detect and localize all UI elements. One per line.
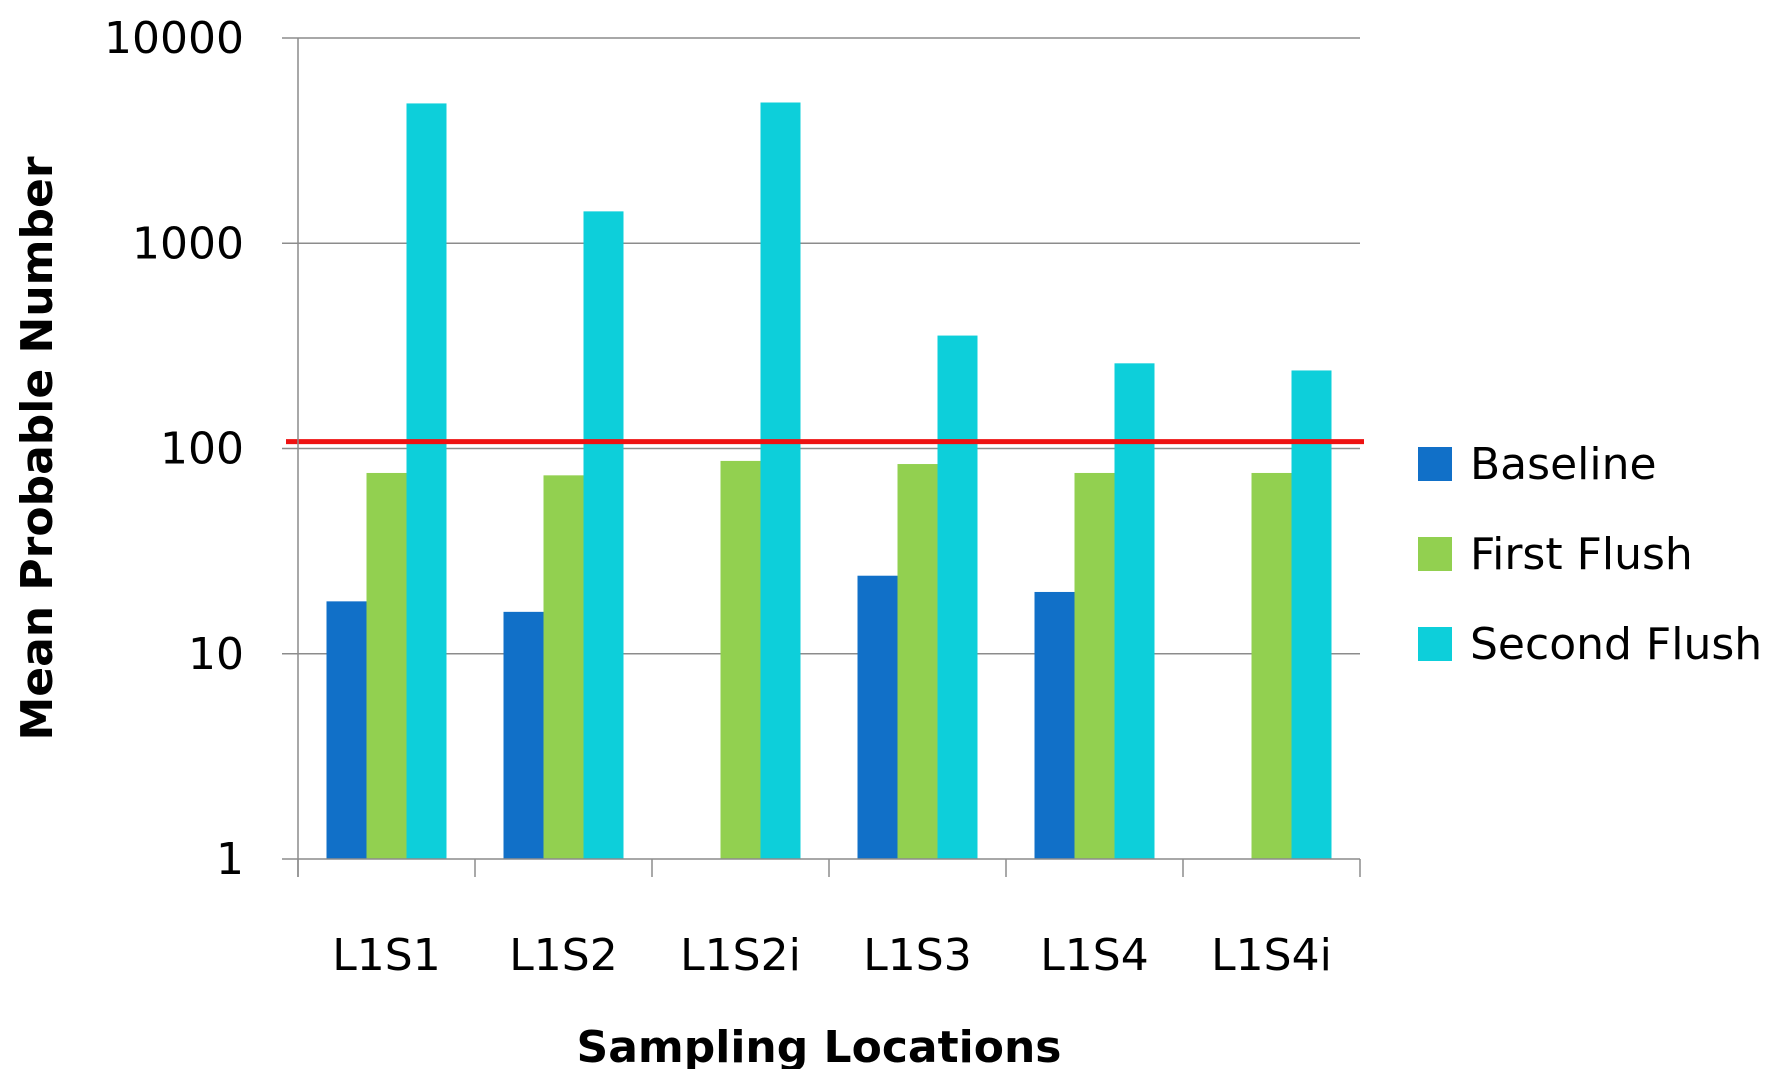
bar-first-flush — [720, 460, 761, 859]
x-tick-label: L1S2 — [509, 930, 617, 981]
x-tick-label: L1S3 — [863, 930, 971, 981]
x-tick-label: L1S1 — [332, 930, 440, 981]
bar-second-flush — [1291, 370, 1332, 859]
gridlines — [298, 37, 1360, 655]
axes — [282, 37, 1361, 877]
x-tick-label: L1S4 — [1040, 930, 1148, 981]
y-tick-label: 10 — [188, 629, 244, 680]
x-tick-label: L1S2i — [680, 930, 801, 981]
legend-label: Second Flush — [1470, 619, 1762, 670]
legend-swatch — [1418, 447, 1452, 481]
y-tick-label: 1 — [216, 834, 244, 885]
bar-first-flush — [543, 475, 584, 859]
legend-label: Baseline — [1470, 439, 1657, 490]
bar-first-flush — [1074, 472, 1115, 859]
bar-group — [326, 102, 1332, 860]
legend: Baseline First Flush Second Flush — [1418, 439, 1762, 670]
bar-baseline — [857, 575, 898, 859]
y-tick-label: 10000 — [104, 13, 244, 64]
legend-swatch — [1418, 627, 1452, 661]
y-tick-label: 1000 — [132, 218, 244, 269]
legend-label: First Flush — [1470, 529, 1693, 580]
x-tick-label: L1S4i — [1211, 930, 1332, 981]
bar-second-flush — [1114, 363, 1155, 859]
legend-swatch — [1418, 537, 1452, 571]
y-tick-label: 100 — [160, 424, 244, 475]
bar-first-flush — [366, 472, 407, 859]
bar-baseline — [326, 601, 367, 859]
bar-second-flush — [937, 335, 978, 859]
x-axis-title: Sampling Locations — [577, 1022, 1062, 1069]
bar-second-flush — [583, 211, 624, 859]
y-tick-labels: 1 10 100 1000 10000 — [104, 13, 244, 885]
bar-second-flush — [760, 102, 801, 859]
x-tick-labels: L1S1 L1S2 L1S2i L1S3 L1S4 L1S4i — [332, 930, 1332, 981]
bar-first-flush — [897, 464, 938, 859]
bar-first-flush — [1251, 472, 1292, 859]
bar-baseline — [503, 611, 544, 859]
bar-baseline — [1034, 591, 1075, 859]
y-axis-title: Mean Probable Number — [12, 156, 63, 740]
bar-second-flush — [406, 103, 447, 860]
